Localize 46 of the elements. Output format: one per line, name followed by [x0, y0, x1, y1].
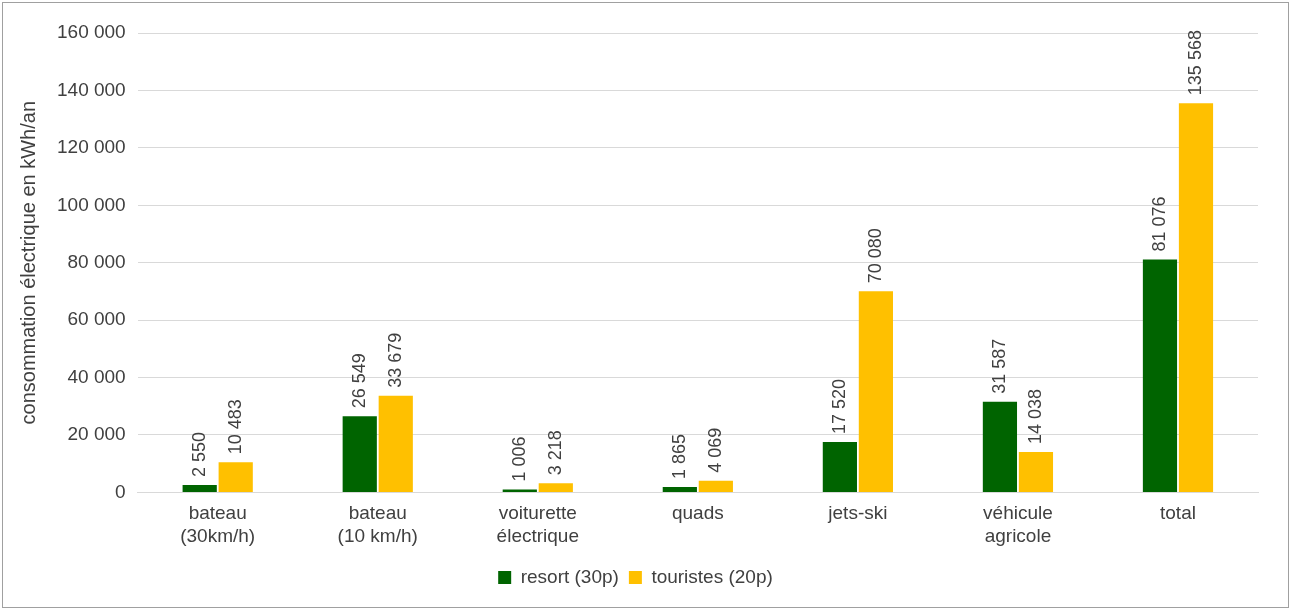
- data-label: 33 679: [384, 332, 405, 388]
- data-label: 135 568: [1184, 30, 1205, 96]
- legend-label: touristes (20p): [651, 565, 773, 587]
- data-label: 26 549: [348, 353, 369, 409]
- data-label: 2 550: [188, 432, 209, 478]
- data-label: 10 483: [224, 399, 245, 455]
- bar: [662, 487, 697, 492]
- data-label: 4 069: [704, 427, 725, 473]
- y-tick-label: 140 000: [56, 78, 126, 100]
- bar: [1178, 103, 1214, 492]
- y-axis-title: consommation électrique en kWh/an: [16, 100, 39, 425]
- bar: [858, 291, 893, 492]
- bar: [982, 401, 1018, 492]
- bar: [698, 480, 733, 492]
- bar: [538, 483, 573, 492]
- bar: [342, 416, 377, 492]
- data-label: 14 038: [1024, 389, 1045, 445]
- bar: [1142, 259, 1178, 492]
- x-tick-label: total: [1160, 502, 1196, 524]
- data-label: 70 080: [864, 228, 885, 284]
- data-label: 3 218: [544, 430, 565, 476]
- bar: [218, 462, 253, 492]
- data-label: 81 076: [1148, 196, 1169, 252]
- data-label: 17 520: [828, 379, 849, 435]
- bar: [378, 395, 413, 492]
- bar: [822, 442, 857, 492]
- y-tick-label: 0: [115, 480, 126, 502]
- data-label: 31 587: [988, 338, 1009, 394]
- x-tick-label: voiturette électrique: [496, 502, 579, 546]
- y-tick-label: 40 000: [67, 365, 126, 387]
- x-tick-label: bateau (10 km/h): [337, 502, 418, 546]
- y-tick-label: 60 000: [67, 308, 126, 330]
- x-tick-label: quads: [671, 502, 724, 524]
- bar: [182, 485, 217, 492]
- bar: [1018, 452, 1054, 492]
- x-tick-label: véhicule agricole: [983, 502, 1053, 546]
- y-tick-label: 100 000: [56, 193, 126, 215]
- y-tick-label: 80 000: [67, 250, 126, 272]
- x-tick-label: jets-ski: [827, 502, 888, 524]
- legend-label: resort (30p): [520, 565, 619, 587]
- y-tick-label: 20 000: [67, 423, 126, 445]
- data-label: 1 865: [668, 434, 689, 480]
- y-tick-label: 120 000: [56, 136, 126, 158]
- x-tick-label: bateau (30km/h): [180, 502, 256, 546]
- y-tick-label: 160 000: [56, 21, 126, 43]
- data-label: 1 006: [508, 436, 529, 482]
